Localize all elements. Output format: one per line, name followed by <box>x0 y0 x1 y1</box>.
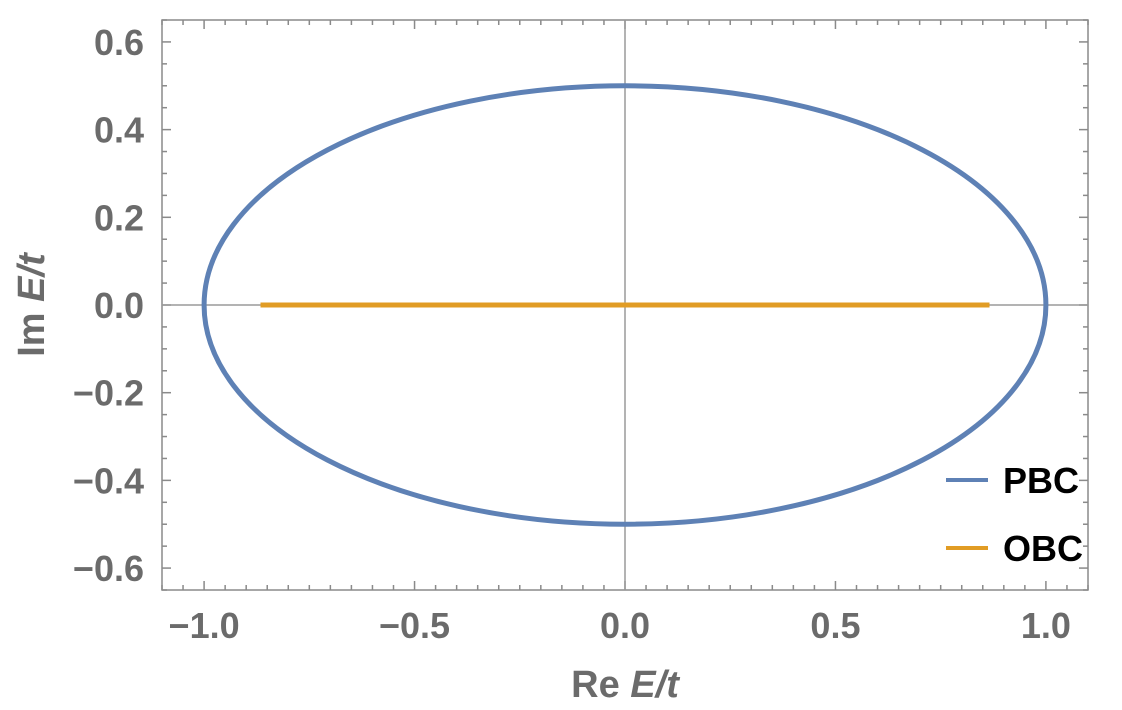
series-group <box>201 83 1049 527</box>
x-axis-title-den: /t <box>654 664 681 706</box>
y-tick-label: −0.2 <box>73 373 144 414</box>
y-tick-label: −0.4 <box>73 460 144 501</box>
x-tick-label: −0.5 <box>379 605 450 646</box>
x-tick-label: −1.0 <box>169 605 240 646</box>
x-tick-label: 0.5 <box>810 605 860 646</box>
y-tick-label: 0.2 <box>94 197 144 238</box>
y-tick-labels: −0.6 −0.4 −0.2 0.0 0.2 0.4 0.6 <box>73 22 144 589</box>
x-tick-label: 1.0 <box>1021 605 1071 646</box>
y-axis-title: Im E/t <box>11 252 53 357</box>
legend: PBC OBC <box>946 460 1083 569</box>
y-tick-label: 0.6 <box>94 22 144 63</box>
x-tick-labels: −1.0 −0.5 0.0 0.5 1.0 <box>169 605 1071 646</box>
legend-label-pbc: PBC <box>1003 460 1079 501</box>
y-axis-title-den: /t <box>11 252 53 279</box>
x-axis-title-var: E <box>630 664 657 706</box>
y-axis-title-var: E <box>11 275 53 302</box>
x-tick-label: 0.0 <box>600 605 650 646</box>
y-tick-label: 0.0 <box>94 285 144 326</box>
series-pbc-curve <box>201 83 1049 527</box>
x-axis-title-prefix: Re <box>571 664 620 706</box>
y-axis-title-prefix: Im <box>11 312 53 356</box>
legend-label-obc: OBC <box>1003 528 1083 569</box>
x-axis-title: Re E/t <box>571 664 680 706</box>
y-tick-label: −0.6 <box>73 548 144 589</box>
y-tick-label: 0.4 <box>94 110 144 151</box>
